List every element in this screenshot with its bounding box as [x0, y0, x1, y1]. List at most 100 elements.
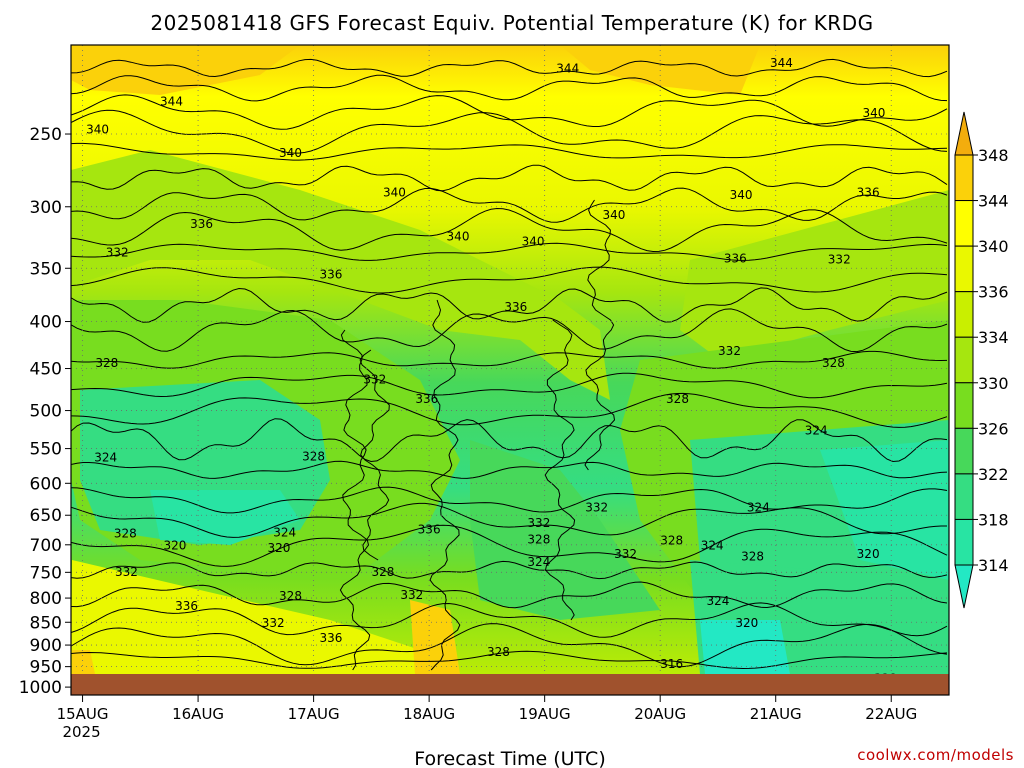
x-tick-label: 15AUG — [57, 705, 109, 723]
contour-label: 340 — [522, 235, 545, 249]
y-tick-label: 600 — [30, 474, 62, 494]
y-tick-label: 750 — [30, 563, 62, 583]
x-tick-label: 16AUG — [172, 705, 224, 723]
credit-link[interactable]: coolwx.com/models — [857, 746, 1014, 764]
contour-line — [71, 308, 948, 353]
contour-label: 320 — [267, 541, 290, 555]
contour-label: 324 — [701, 538, 724, 552]
colorbar-segment — [954, 473, 974, 520]
contour-line — [71, 142, 948, 161]
contour-label: 332 — [115, 565, 138, 579]
y-tick-label: 400 — [30, 313, 62, 333]
contour-label: 340 — [383, 185, 406, 199]
contour-line — [71, 58, 948, 78]
contour-label: 320 — [857, 547, 880, 561]
contour-label: 336 — [857, 185, 880, 199]
colorbar-triangle-bottom — [954, 564, 974, 609]
contour-label: 336 — [504, 300, 527, 314]
x-tick-label: 18AUG — [403, 705, 455, 723]
field-region-314 — [700, 620, 790, 674]
contour-line — [71, 350, 948, 369]
y-tick-label: 850 — [30, 613, 62, 633]
y-tick-label: 1000 — [19, 678, 62, 698]
contour-line — [71, 372, 948, 399]
contour-line — [71, 164, 948, 192]
y-tick-label: 500 — [30, 402, 62, 422]
plot-frame — [70, 44, 950, 696]
contour-line — [71, 524, 948, 567]
contour-line — [429, 299, 461, 671]
contour-label: 336 — [319, 631, 342, 645]
y-tick-label: 300 — [30, 198, 62, 218]
field-region-336 — [71, 150, 610, 400]
colorbar-segment — [954, 291, 974, 338]
contour-label: 328 — [114, 527, 137, 541]
colorbar-segment — [954, 336, 974, 384]
contour-label: 320 — [164, 538, 187, 552]
contour-line — [71, 623, 948, 668]
y-tick-label: 800 — [30, 589, 62, 609]
contour-label: 332 — [614, 547, 637, 561]
contour-line — [71, 266, 948, 294]
y-tick-label: 650 — [30, 506, 62, 526]
contour-label: 328 — [741, 550, 764, 564]
colorbar-segment — [954, 427, 974, 475]
contour-label: 332 — [262, 616, 285, 630]
contour-label: 324 — [527, 555, 550, 569]
colorbar-tick-label: 344 — [978, 192, 1009, 211]
y-tick-label: 450 — [30, 360, 62, 380]
field-region-326 — [470, 440, 660, 620]
contour-line — [584, 199, 616, 471]
colorbar-tick-label: 326 — [978, 419, 1009, 438]
colorbar-tick-label: 322 — [978, 465, 1009, 484]
contour-label: 332 — [106, 245, 129, 259]
field-region-336 — [680, 190, 949, 360]
field-region-344 — [72, 650, 95, 674]
contour-line — [71, 581, 948, 609]
contour-label: 336 — [175, 599, 198, 613]
contour-line — [71, 242, 948, 261]
colorbar-segment — [954, 200, 974, 247]
contour-label: 340 — [279, 146, 302, 160]
contour-line — [71, 418, 948, 463]
colorbar-segment — [954, 154, 974, 202]
contour-label: 328 — [487, 645, 510, 659]
contour-line — [71, 486, 948, 514]
y-tick-label: 550 — [30, 440, 62, 460]
contour-label: 336 — [319, 267, 342, 281]
x-tick-label: 19AUG — [519, 705, 571, 723]
colorbar-tick-label: 314 — [978, 556, 1009, 575]
colorbar-tick-label: 336 — [978, 283, 1009, 302]
colorbar-segment — [954, 382, 974, 429]
contour-label: 336 — [418, 523, 441, 537]
contour-line — [71, 187, 948, 223]
contour-label: 336 — [190, 217, 213, 231]
x-tick-label: 20AUG — [634, 705, 686, 723]
colorbar-tick-label: 348 — [978, 146, 1009, 165]
grid-lines — [71, 45, 949, 695]
colorbar-tick-label: 334 — [978, 328, 1009, 347]
y-tick-label: 250 — [30, 125, 62, 145]
contour-label: 324 — [706, 594, 729, 608]
colorbar-tick-label: 330 — [978, 374, 1009, 393]
chart-title: 2025081418 GFS Forecast Equiv. Potential… — [150, 11, 873, 35]
contour-label: 340 — [730, 188, 753, 202]
x-tick-label: 17AUG — [288, 705, 340, 723]
y-tick-label: 950 — [30, 658, 62, 678]
y-tick-label: 350 — [30, 259, 62, 279]
contour-label: 328 — [527, 533, 550, 547]
contour-label: 332 — [400, 588, 423, 602]
contour-line — [71, 74, 948, 102]
field-regions — [71, 45, 949, 674]
contour-label: 340 — [447, 230, 470, 244]
contour-line — [71, 560, 948, 580]
contour-line — [71, 650, 948, 670]
contour-label: 332 — [718, 344, 741, 358]
contour-line — [339, 329, 371, 671]
y-tick-label: 700 — [30, 536, 62, 556]
contour-line — [71, 460, 948, 479]
contour-label: 328 — [95, 356, 118, 370]
field-region-344 — [410, 600, 460, 674]
